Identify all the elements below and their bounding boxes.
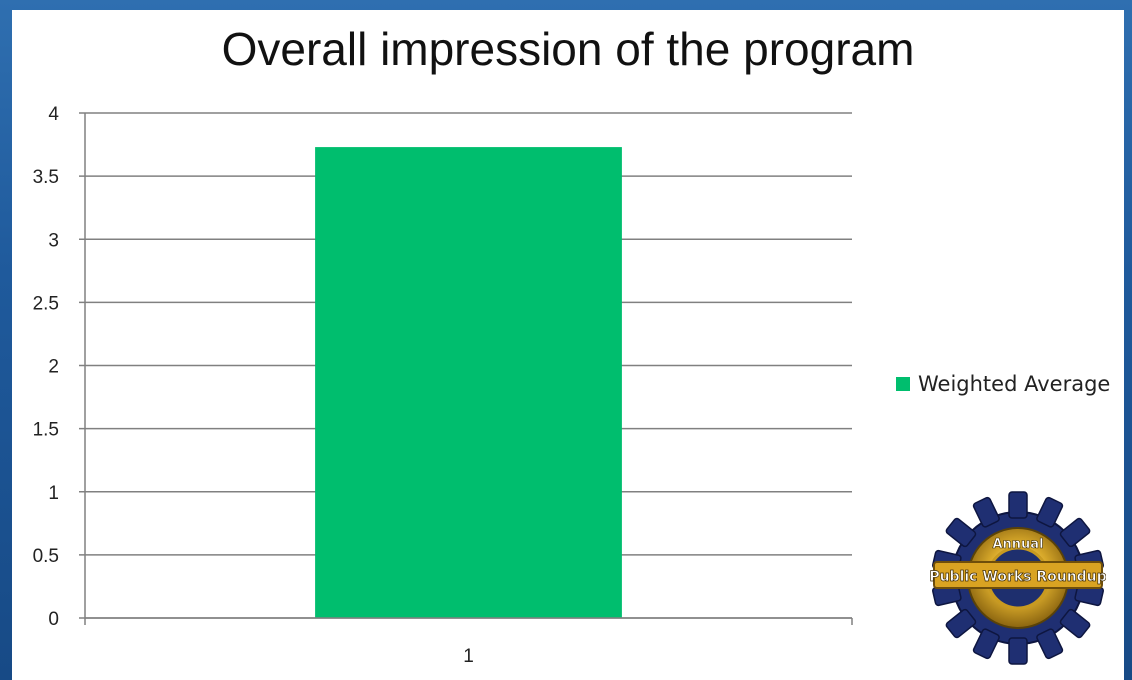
bar-1	[315, 147, 622, 618]
y-tick-label: 2.5	[33, 293, 59, 314]
public-works-roundup-logo: Annual Public Works Roundup	[930, 491, 1106, 665]
y-tick-label: 4	[48, 104, 59, 125]
bars	[315, 147, 622, 618]
tick-labels: 0 0.5 1 1.5 2 2.5 3 3.5 4 1	[33, 104, 474, 667]
y-tick-label: 1.5	[33, 420, 59, 441]
legend-swatch	[896, 377, 910, 391]
legend-label: Weighted Average	[918, 372, 1111, 396]
y-tick-label: 0.5	[33, 546, 59, 567]
y-tick-label: 2	[48, 357, 59, 378]
axes	[84, 113, 853, 625]
y-tick-label: 0	[48, 609, 59, 630]
logo-annual-text: Annual	[992, 537, 1043, 552]
chart-title: Overall impression of the program	[221, 23, 915, 75]
x-tick-label: 1	[463, 646, 474, 667]
logo-banner-text: Public Works Roundup	[930, 569, 1106, 585]
y-tick-label: 3.5	[33, 167, 59, 188]
y-tick-label: 1	[48, 483, 59, 504]
legend: Weighted Average	[896, 372, 1110, 396]
y-tick-label: 3	[48, 230, 59, 251]
